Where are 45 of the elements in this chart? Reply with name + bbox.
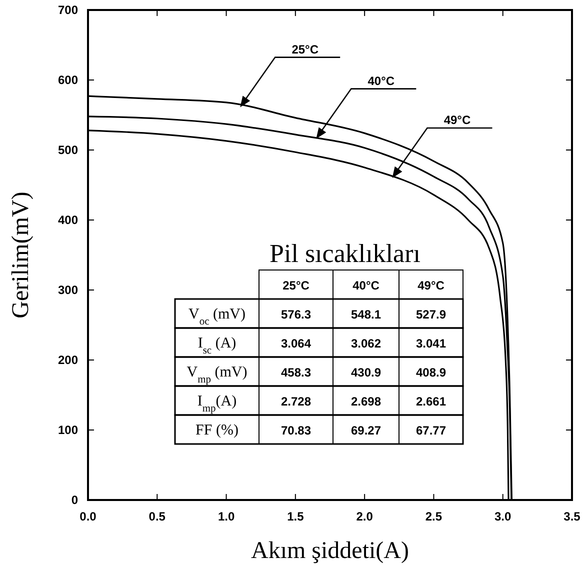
y-tick-label: 500 [58,142,78,157]
annotation: 548.1 [350,308,382,322]
text: 25°C [292,42,319,56]
y-axis-title: Gerilim(mV) [8,192,34,318]
y-tick-label: 700 [58,2,78,17]
annotation: 527.9 [416,308,446,322]
annotation: 2.698 [350,394,382,408]
y-tick-label: 200 [58,352,78,367]
x-tick-label: 1.0 [218,510,235,524]
x-tick-label: 3.0 [494,510,512,524]
x-tick-label: 0.5 [148,510,166,524]
annotation: 430.9 [350,366,382,380]
annotation: 458.3 [280,366,312,380]
annotation: V$_{oc}$ (mV) [188,306,246,327]
annotation: 408.9 [416,366,446,380]
x-tick-label: 2.5 [425,510,442,524]
x-tick-label: 0.0 [80,510,97,524]
y-tick-label: 100 [58,422,78,437]
annotation: 2.728 [280,394,312,408]
x-tick-label: 1.5 [287,510,304,524]
annotation: 40°C [352,278,380,292]
annotation: Pil sıcaklıkları [270,239,420,268]
y-tick-label: 600 [58,72,78,87]
y-tick-label: 400 [58,212,78,227]
x-tick-label: 3.5 [564,510,581,524]
annotation: FF (%) [196,422,238,438]
annotation: 70.83 [280,424,312,438]
annotation: 3.064 [280,336,312,350]
x-tick-label: 2.0 [356,510,374,524]
annotation: 69.27 [350,424,382,438]
annotation: 3.041 [416,336,446,350]
annotation: 49°C [418,278,445,292]
text: 40°C [368,74,395,88]
annotation: 576.3 [280,308,312,322]
annotation: 2.661 [416,394,446,408]
annotation: 67.77 [416,424,446,438]
annotation: I$_{sc}$ (A) [198,336,236,356]
x-axis-title: Akım şiddeti(A) [251,538,409,564]
annotation: 3.062 [350,336,382,350]
y-tick-label: 300 [58,282,78,297]
annotation: 25°C [282,278,310,292]
text: 49°C [444,113,471,127]
y-tick-label: 0 [71,492,78,507]
annotation: V$_{mp}$ (mV) [186,364,248,385]
annotation: I$_{mp}$(A) [197,394,237,414]
